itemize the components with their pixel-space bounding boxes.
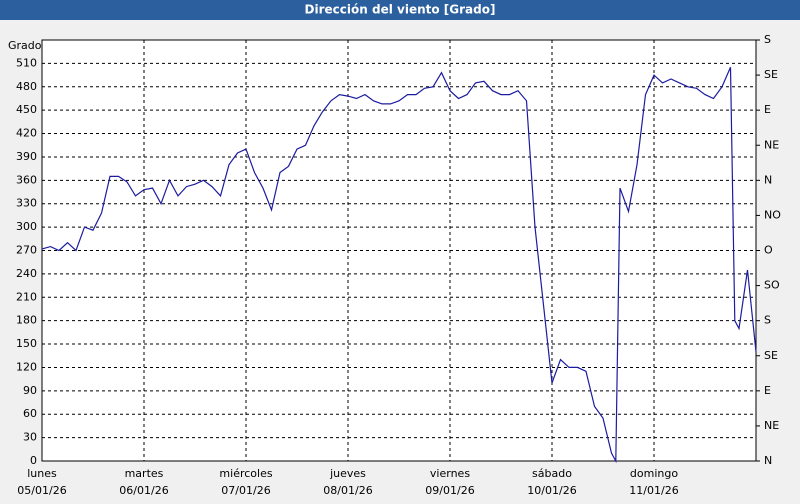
y-tick-label: 210 bbox=[16, 290, 37, 303]
y2-tick-label: E bbox=[764, 103, 771, 116]
x-tick-date: 09/01/26 bbox=[425, 484, 474, 497]
y2-tick-label: NO bbox=[764, 208, 781, 221]
y2-tick-label: NE bbox=[764, 138, 779, 151]
data-line bbox=[41, 67, 757, 464]
x-tick-label: martes bbox=[125, 467, 164, 480]
x-tick-label: jueves bbox=[329, 467, 366, 480]
y2-tick-label: O bbox=[764, 244, 773, 257]
x-tick-label: viernes bbox=[430, 467, 470, 480]
y2-tick-label: NE bbox=[764, 419, 779, 432]
y-tick-label: 150 bbox=[16, 337, 37, 350]
chart-title: Dirección del viento [Grado] bbox=[305, 3, 496, 17]
y-tick-label: 420 bbox=[16, 127, 37, 140]
x-tick-label: sábado bbox=[532, 467, 572, 480]
title-bar bbox=[0, 0, 800, 20]
y-tick-label: 390 bbox=[16, 150, 37, 163]
y-tick-label: 480 bbox=[16, 80, 37, 93]
y2-tick-label: N bbox=[764, 173, 772, 186]
y2-tick-label: S bbox=[764, 314, 771, 327]
y2-tick-label: SE bbox=[764, 349, 778, 362]
y2-tick-label: S bbox=[764, 33, 771, 46]
y-tick-label: 330 bbox=[16, 197, 37, 210]
y2-tick-label: E bbox=[764, 384, 771, 397]
x-tick-date: 06/01/26 bbox=[119, 484, 168, 497]
x-tick-date: 08/01/26 bbox=[323, 484, 372, 497]
y-tick-label: 90 bbox=[23, 384, 37, 397]
y-tick-label: 180 bbox=[16, 314, 37, 327]
y-tick-label: 120 bbox=[16, 360, 37, 373]
x-tick-date: 11/01/26 bbox=[629, 484, 678, 497]
x-tick-label: domingo bbox=[630, 467, 678, 480]
x-tick-label: lunes bbox=[27, 467, 57, 480]
y-tick-label: 240 bbox=[16, 267, 37, 280]
y2-tick-label: SE bbox=[764, 68, 778, 81]
y-tick-label: 450 bbox=[16, 103, 37, 116]
x-tick-label: miércoles bbox=[219, 467, 272, 480]
x-tick-date: 07/01/26 bbox=[221, 484, 270, 497]
y2-tick-label: N bbox=[764, 454, 772, 467]
plot-border bbox=[41, 39, 757, 462]
y-tick-label: 270 bbox=[16, 244, 37, 257]
y-tick-label: 60 bbox=[23, 407, 37, 420]
y-tick-label: 30 bbox=[23, 431, 37, 444]
y-tick-label: 0 bbox=[30, 454, 37, 467]
y2-tick-label: SO bbox=[764, 279, 780, 292]
y-tick-label: 300 bbox=[16, 220, 37, 233]
x-tick-date: 10/01/26 bbox=[527, 484, 576, 497]
y-tick-label: 360 bbox=[16, 173, 37, 186]
y-axis-label: Grado bbox=[8, 39, 42, 52]
x-tick-date: 05/01/26 bbox=[17, 484, 66, 497]
y-tick-label: 510 bbox=[16, 56, 37, 69]
